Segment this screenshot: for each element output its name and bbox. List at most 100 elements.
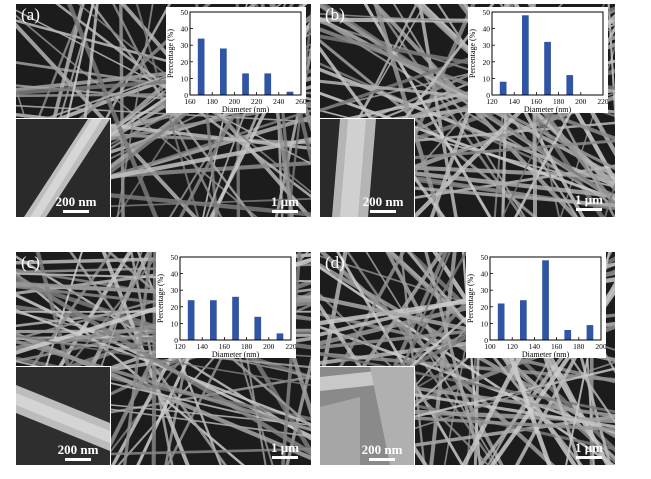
y-tick-label: 20 (481, 303, 489, 312)
panel-c: (c) 0 10 20 30 40 50 120 140 160 180 200 220 Diamete… (16, 252, 311, 465)
histogram-bar (520, 300, 527, 340)
x-axis-label: Diameter (nm) (522, 350, 570, 358)
inset-scale-bar: 200 nm (46, 195, 106, 213)
x-axis-label: Diameter (nm) (212, 350, 260, 358)
y-tick-label: 50 (171, 253, 179, 262)
x-tick-label: 180 (241, 342, 253, 351)
inset-scale-bar: 200 nm (352, 443, 412, 461)
histogram-d: 0 10 20 30 40 50 100 120 140 160 180 200 Diameter (n… (466, 252, 606, 358)
y-tick-label: 0 (486, 91, 490, 100)
inset-zoom-image (320, 119, 414, 217)
y-axis-label: Percentage (%) (466, 274, 475, 323)
x-tick-label: 140 (509, 97, 521, 106)
histogram-bar (197, 38, 205, 95)
panel-d: (d) 0 10 20 30 40 50 100 120 140 160 180 200 Diamete… (320, 252, 615, 465)
x-tick-label: 220 (597, 97, 608, 106)
inset-zoom-image (16, 119, 110, 217)
histogram-bar (264, 73, 272, 95)
histogram-bar (254, 316, 262, 340)
x-tick-label: 200 (575, 97, 587, 106)
x-tick-label: 140 (529, 342, 541, 351)
x-tick-label: 160 (184, 97, 196, 106)
inset-a: 200 nm (16, 118, 111, 217)
x-tick-label: 220 (285, 342, 296, 351)
main-scale-bar: 1 μm (265, 441, 305, 459)
y-tick-label: 30 (481, 286, 489, 295)
y-tick-label: 20 (181, 58, 189, 67)
histogram-bar (232, 296, 239, 340)
y-tick-label: 10 (181, 74, 189, 83)
plot-frame (189, 11, 302, 96)
panel-label: (a) (21, 5, 40, 24)
y-tick-label: 20 (171, 303, 179, 312)
histogram-bar (187, 300, 195, 340)
main-scale-bar: 1 μm (569, 441, 609, 459)
y-axis-label: Percentage (%) (468, 29, 477, 78)
histogram-bar (522, 15, 529, 95)
y-tick-label: 0 (184, 91, 188, 100)
y-tick-label: 50 (481, 253, 489, 262)
y-tick-label: 40 (181, 25, 189, 34)
x-tick-label: 260 (295, 97, 306, 106)
y-tick-label: 10 (171, 319, 179, 328)
y-axis-label: Percentage (%) (156, 274, 165, 323)
inset-scale-bar: 200 nm (354, 195, 412, 213)
x-tick-label: 120 (486, 97, 498, 106)
panel-label: (b) (325, 5, 345, 24)
x-tick-label: 200 (229, 97, 241, 106)
histogram-bar (286, 91, 294, 95)
inset-zoom-image (320, 367, 414, 465)
y-tick-label: 30 (181, 41, 189, 50)
x-tick-label: 180 (207, 97, 219, 106)
y-tick-label: 30 (171, 286, 179, 295)
histogram-bar (542, 260, 549, 340)
x-tick-label: 120 (174, 342, 186, 351)
histogram-bar (564, 330, 572, 340)
y-tick-label: 50 (181, 8, 189, 17)
y-tick-label: 50 (483, 8, 491, 17)
histogram-bar (544, 41, 551, 95)
y-tick-label: 40 (481, 270, 489, 279)
y-tick-label: 0 (484, 336, 488, 345)
main-scale-bar: 1 μm (265, 195, 305, 213)
x-tick-label: 240 (273, 97, 285, 106)
histogram-bar (220, 48, 227, 95)
histogram-bar (586, 325, 594, 340)
inset-c: 200 nm (16, 366, 111, 465)
y-tick-label: 20 (483, 58, 491, 67)
panel-label: (c) (21, 253, 40, 272)
x-axis-label: Diameter (nm) (222, 105, 270, 113)
inset-b: 200 nm (320, 118, 415, 217)
plot-frame (491, 11, 604, 96)
inset-zoom-image (16, 367, 110, 465)
x-tick-label: 120 (507, 342, 519, 351)
plot-frame (489, 256, 602, 341)
y-tick-label: 10 (481, 319, 489, 328)
histogram-b: 0 10 20 30 40 50 120 140 160 180 200 220 Diameter (n… (468, 7, 608, 113)
x-tick-label: 200 (263, 342, 275, 351)
x-tick-label: 160 (551, 342, 563, 351)
histogram-bar (210, 300, 217, 340)
histogram-a: 0 10 20 30 40 50 160 180 200 220 240 260 Diameter (n… (166, 7, 306, 113)
panel-a: (a) 0 10 20 30 40 50 160 180 200 220 240 260 Diamete… (16, 4, 311, 217)
x-tick-label: 220 (251, 97, 263, 106)
y-tick-label: 40 (483, 25, 491, 34)
y-tick-label: 0 (174, 336, 178, 345)
y-tick-label: 30 (483, 41, 491, 50)
histogram-bar (276, 333, 284, 340)
x-tick-label: 180 (573, 342, 585, 351)
inset-scale-bar: 200 nm (48, 443, 108, 461)
histogram-bar (566, 75, 574, 95)
histogram-bar (242, 73, 249, 95)
x-tick-label: 200 (595, 342, 606, 351)
histogram-c: 0 10 20 30 40 50 120 140 160 180 200 220 Diameter (n… (156, 252, 296, 358)
panel-b: (b) 0 10 20 30 40 50 120 140 160 180 200 220 Diamete… (320, 4, 615, 217)
x-tick-label: 100 (484, 342, 496, 351)
x-axis-label: Diameter (nm) (524, 105, 572, 113)
inset-d: 200 nm (320, 366, 415, 465)
x-tick-label: 180 (553, 97, 565, 106)
histogram-bar (497, 303, 505, 340)
panel-label: (d) (325, 253, 345, 272)
y-tick-label: 10 (483, 74, 491, 83)
y-axis-label: Percentage (%) (166, 29, 175, 78)
